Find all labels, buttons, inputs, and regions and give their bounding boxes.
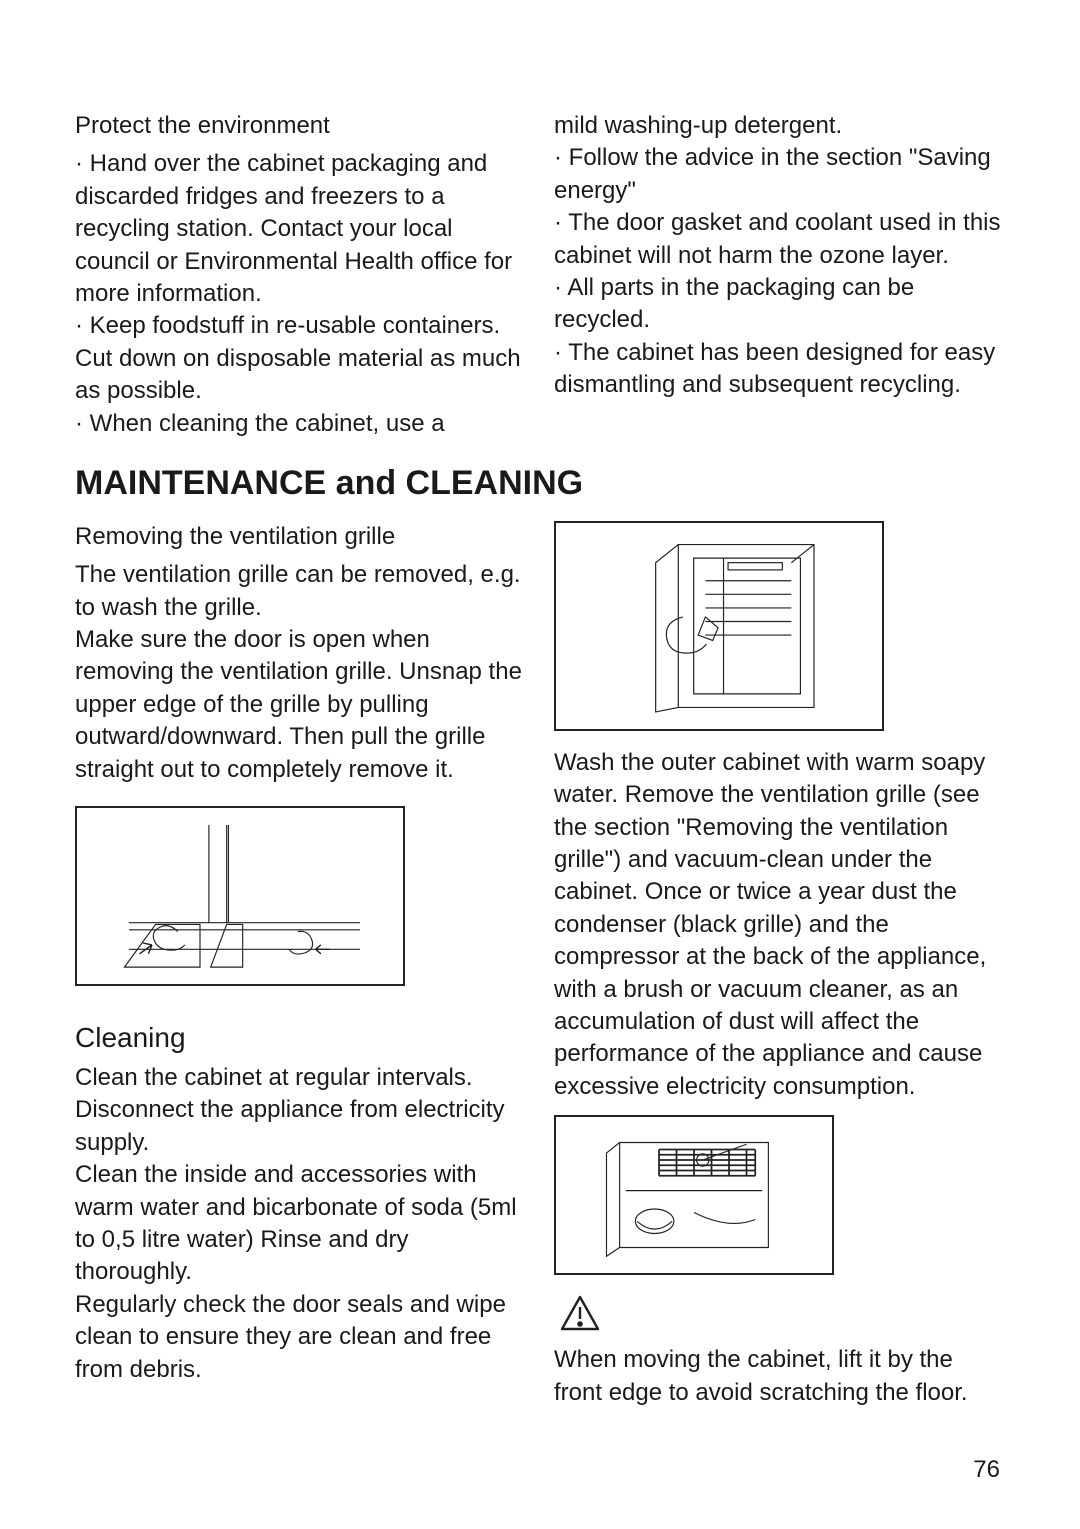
environment-r-p5: · The cabinet has been designed for easy… xyxy=(554,337,1005,402)
cabinet-wipe-icon xyxy=(564,531,874,721)
maintenance-col-left: Removing the ventilation grille The vent… xyxy=(75,521,526,1409)
page-number: 76 xyxy=(973,1456,1000,1484)
maintenance-col-right: Wash the outer cabinet with warm soapy w… xyxy=(554,521,1005,1409)
environment-p2: · Keep foodstuff in re-usable containers… xyxy=(75,310,526,407)
cleaning-right-p1: Wash the outer cabinet with warm soapy w… xyxy=(554,747,1005,1103)
environment-r-p1: mild washing-up detergent. xyxy=(554,110,1005,142)
grille-removal-icon xyxy=(85,816,395,976)
environment-p1: · Hand over the cabinet packaging and di… xyxy=(75,148,526,310)
cleaning-p2: Clean the inside and accessories with wa… xyxy=(75,1159,526,1289)
environment-r-p4: · All parts in the packaging can be recy… xyxy=(554,272,1005,337)
condenser-dust-figure xyxy=(554,1115,834,1275)
maintenance-section: Removing the ventilation grille The vent… xyxy=(75,521,1005,1409)
cleaning-p3: Regularly check the door seals and wipe … xyxy=(75,1289,526,1386)
environment-heading: Protect the environment xyxy=(75,110,526,142)
condenser-dust-icon xyxy=(564,1125,824,1265)
environment-p3: · When cleaning the cabinet, use a xyxy=(75,408,526,440)
cabinet-wipe-figure xyxy=(554,521,884,731)
cleaning-heading: Cleaning xyxy=(75,1022,526,1054)
environment-r-p3: · The door gasket and coolant used in th… xyxy=(554,207,1005,272)
cleaning-bold: Disconnect the appliance from electricit… xyxy=(75,1094,526,1159)
maintenance-title: MAINTENANCE and CLEANING xyxy=(75,464,1005,503)
environment-section: Protect the environment · Hand over the … xyxy=(75,110,1005,440)
vent-p2: Make sure the door is open when removing… xyxy=(75,624,526,786)
environment-r-p2: · Follow the advice in the section "Savi… xyxy=(554,142,1005,207)
grille-removal-figure xyxy=(75,806,405,986)
environment-col-right: mild washing-up detergent. · Follow the … xyxy=(554,110,1005,440)
vent-p1: The ventilation grille can be removed, e… xyxy=(75,559,526,624)
cleaning-p1: Clean the cabinet at regular intervals. xyxy=(75,1062,526,1094)
environment-col-left: Protect the environment · Hand over the … xyxy=(75,110,526,440)
warning-icon xyxy=(558,1293,1005,1338)
vent-heading: Removing the ventilation grille xyxy=(75,521,526,553)
warning-text: When moving the cabinet, lift it by the … xyxy=(554,1344,1005,1409)
